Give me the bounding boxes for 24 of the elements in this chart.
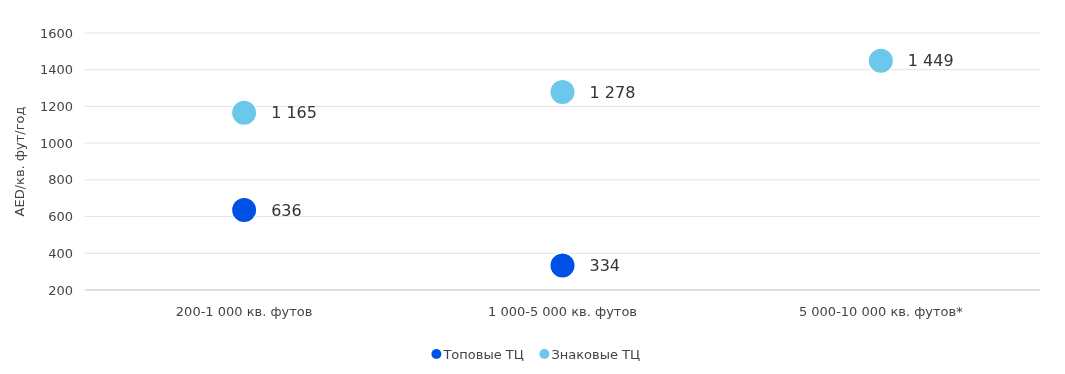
legend-label: Знаковые ТЦ	[551, 346, 641, 362]
data-label: 1 278	[589, 82, 636, 102]
point	[866, 46, 895, 75]
y-tick-label: 400	[48, 245, 73, 261]
y-tick-label: 600	[48, 209, 73, 225]
point	[230, 195, 259, 224]
y-tick-label: 1000	[39, 135, 73, 151]
data-label: 1 165	[271, 103, 317, 123]
x-tick-label: 1 000-5 000 кв. футов	[487, 304, 638, 319]
y-tick-label: 1200	[39, 98, 73, 114]
y-tick-label: 800	[48, 172, 73, 188]
y-tick-label: 1600	[39, 25, 73, 41]
x-tick-label: 200-1 000 кв. футов	[175, 304, 313, 319]
data-label: 636	[271, 200, 302, 220]
y-tick-label: 1400	[39, 62, 73, 78]
y-axis-title: AED/кв. фут/год	[12, 106, 27, 217]
point	[548, 251, 577, 280]
data-label: 334	[589, 256, 621, 275]
point	[230, 98, 259, 127]
x-tick-label: 5 000-10 000 кв. футов*	[798, 304, 964, 319]
y-tick-label: 200	[48, 282, 73, 298]
data-label: 1 449	[907, 51, 954, 71]
legend-label: Топовые ТЦ	[442, 346, 524, 362]
point	[548, 78, 577, 107]
